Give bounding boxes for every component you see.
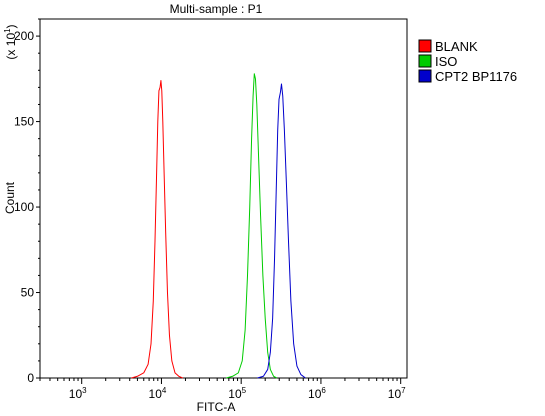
legend-label: BLANK <box>435 39 478 54</box>
plot-frame <box>40 19 407 378</box>
y-tick-label: 100 <box>14 200 34 214</box>
y-tick-label: 50 <box>21 286 35 300</box>
legend-label: CPT2 BP1176 <box>435 69 517 84</box>
legend-swatch <box>419 70 431 82</box>
x-tick-base: 10 <box>388 387 402 401</box>
y-tick-label: 0 <box>27 371 34 385</box>
series-line-iso <box>226 74 277 378</box>
legend-label: ISO <box>435 54 457 69</box>
x-tick-exponent: 7 <box>401 386 406 395</box>
x-tick-exponent: 3 <box>82 386 87 395</box>
x-tick-exponent: 4 <box>162 386 167 395</box>
legend-swatch <box>419 55 431 67</box>
x-tick-label: 106 <box>308 386 326 401</box>
y-tick-label: 150 <box>14 115 34 129</box>
x-tick-label: 104 <box>149 386 167 401</box>
plot-area <box>131 74 305 378</box>
series-line-cpt2-bp1176 <box>257 84 305 378</box>
x-tick-label: 105 <box>228 386 246 401</box>
x-tick-exponent: 5 <box>242 386 247 395</box>
y-multiplier-prefix: (x 10 <box>4 33 18 60</box>
y-multiplier-suffix: ) <box>4 24 18 28</box>
x-axis: 103 104 105 106 107 <box>40 378 406 401</box>
x-tick-label: 107 <box>388 386 406 401</box>
series-line-blank <box>131 81 182 378</box>
x-tick-exponent: 6 <box>321 386 326 395</box>
x-tick-label: 103 <box>69 386 87 401</box>
x-tick-base: 10 <box>308 387 322 401</box>
x-tick-base: 10 <box>69 387 83 401</box>
series-layer <box>131 74 305 378</box>
chart-title: Multi-sample : P1 <box>170 2 263 16</box>
legend-swatch <box>419 40 431 52</box>
x-tick-base: 10 <box>149 387 163 401</box>
x-axis-title: FITC-A <box>197 400 236 414</box>
y-axis-title: Count <box>3 181 17 214</box>
x-tick-base: 10 <box>228 387 242 401</box>
